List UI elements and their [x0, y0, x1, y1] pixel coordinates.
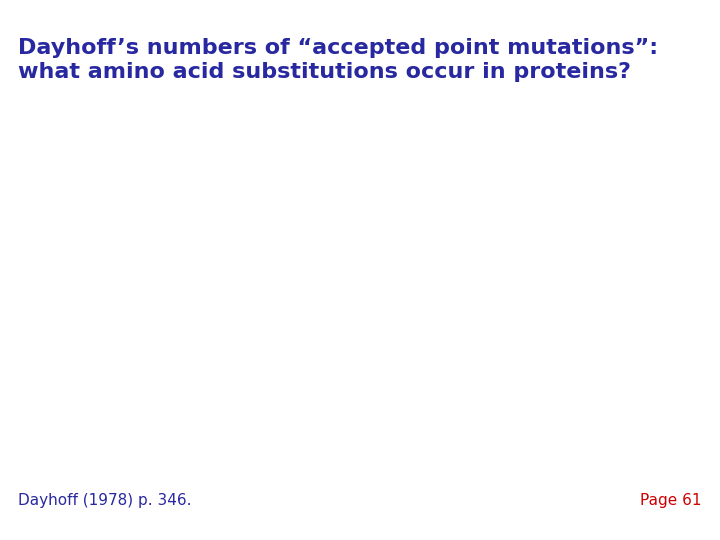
Text: Dayhoff (1978) p. 346.: Dayhoff (1978) p. 346.: [18, 492, 192, 508]
Text: Page 61: Page 61: [641, 492, 702, 508]
Text: Dayhoff’s numbers of “accepted point mutations”:
what amino acid substitutions o: Dayhoff’s numbers of “accepted point mut…: [18, 38, 658, 82]
